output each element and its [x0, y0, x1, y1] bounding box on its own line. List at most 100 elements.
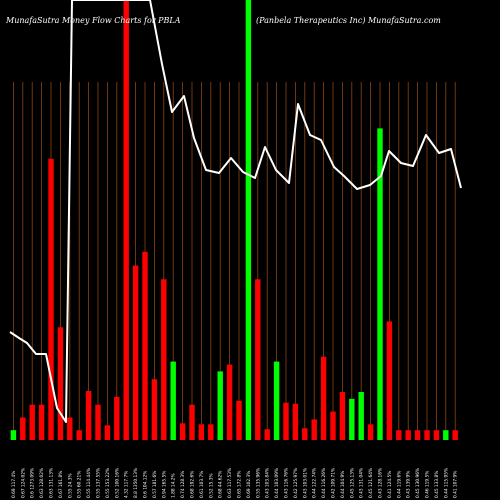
x-tick-label: 0.55 137.55%: [96, 468, 102, 498]
x-tick-label: 0.44 116.26%: [321, 468, 327, 498]
x-tick-label: 0.44 122.74%: [312, 468, 318, 498]
price-line-layer: [9, 0, 462, 423]
volume-bar: [386, 321, 393, 440]
volume-bar: [396, 430, 402, 440]
volume-bar: [358, 391, 364, 440]
volume-bar: [104, 425, 111, 440]
x-tick-label: 0.55 153.22%: [105, 468, 111, 498]
volume-bar: [217, 371, 223, 440]
x-tick-label: 0.43 131.04%: [359, 468, 365, 498]
volume-bar: [95, 404, 101, 440]
volume-bar: [57, 327, 64, 440]
x-tick-label: 0.42 109.71%: [331, 468, 337, 498]
x-tick-label: 0.44 115.95%: [443, 468, 449, 498]
x-tick-label: 0.74 128.3%: [180, 471, 186, 498]
volume-bar: [339, 391, 346, 440]
volume-bars: [10, 0, 458, 441]
x-tick-label: 0.63 117.53%: [227, 468, 233, 498]
volume-bar: [226, 364, 233, 440]
x-tick-labels: 0.69 117.4% 0.67 124.02% 0.6 1273.09% 0.63 …: [11, 468, 459, 498]
x-tick-label: 0.42 125.97%: [293, 468, 299, 498]
volume-bar: [405, 430, 411, 440]
x-tick-label: 0.69 102.3%: [246, 471, 252, 498]
price-line: [9, 0, 462, 423]
x-tick-label: 0.44 104.9%: [340, 471, 346, 498]
volume-bar: [123, 0, 129, 440]
volume-bar: [377, 128, 383, 441]
x-tick-label: 0.45 133.8%: [434, 471, 440, 498]
chart-subtitle: (Panbela Therapeutics Inc) MunafaSutra.c…: [256, 16, 441, 25]
x-tick-label: 0.6 1273.09%: [30, 468, 36, 498]
volume-bar: [311, 419, 317, 440]
volume-bar: [38, 404, 45, 440]
x-tick-label: 0.6 104.12%: [143, 471, 149, 498]
volume-bar: [161, 279, 167, 440]
x-tick-label: 0.63 131.13%: [49, 468, 55, 498]
volume-bar: [292, 403, 299, 440]
x-tick-label: 0.94 165.5%: [161, 471, 167, 498]
x-tick-label: 0.65 172.8%: [237, 471, 243, 498]
volume-bar: [245, 0, 252, 440]
x-tick-label: 0.55 24.3%: [67, 473, 73, 498]
volume-bar: [48, 158, 54, 441]
x-tick-label: 0.41 107.9%: [453, 471, 459, 498]
x-tick-label: 0.68 44.62%: [218, 471, 224, 498]
x-tick-label: 0.41 124.5%: [387, 471, 393, 498]
x-tick-label: 0.68 192.6%: [190, 471, 196, 498]
volume-bar: [29, 404, 35, 440]
volume-bar: [10, 430, 17, 440]
volume-bar: [330, 411, 336, 440]
x-tick-label: 0.45 121.64%: [368, 468, 374, 498]
volume-bar: [20, 417, 26, 440]
x-tick-label: 0.44 119.6%: [396, 471, 402, 498]
volume-bar: [264, 429, 270, 440]
x-tick-label: 0.69 117.4%: [11, 471, 17, 498]
volume-bar: [320, 356, 327, 440]
volume-bar: [114, 396, 120, 440]
x-tick-label: 0.52 15.3%: [208, 473, 214, 498]
volume-bar: [189, 404, 195, 440]
gridlines: [12, 82, 456, 440]
volume-bar: [443, 430, 449, 440]
x-tick-label: 0.52 100.16%: [114, 468, 120, 498]
x-tick-label: 0.43 128.16%: [378, 468, 384, 498]
x-tick-label: 0.61 103.7%: [199, 471, 205, 498]
x-tick-label: 4.32 117.7%: [124, 471, 130, 498]
x-tick-label: 0.46 119.5%: [425, 471, 431, 498]
volume-bar: [132, 265, 139, 440]
x-tick-label: 0.57 181.6%: [152, 471, 158, 498]
volume-bar: [198, 424, 205, 440]
volume-bar: [67, 417, 73, 440]
chart-title: MunafaSutra Money Flow Charts for PBLA: [5, 16, 181, 25]
volume-bar: [179, 423, 186, 440]
volume-bar: [283, 402, 289, 440]
volume-bar: [273, 361, 280, 440]
volume-bar: [302, 428, 308, 440]
volume-bar: [236, 400, 242, 440]
x-tick-label: 8.8 1350.13%: [133, 468, 139, 498]
x-tick-label: 0.43 103.01%: [302, 468, 308, 498]
x-tick-label: 0.55 114.44%: [86, 468, 92, 498]
volume-bar: [367, 424, 374, 440]
x-tick-label: 0.44 103.09%: [274, 468, 280, 498]
x-tick-label: 0.43 139.9%: [406, 471, 412, 498]
x-tick-label: 0.45 125.13%: [349, 468, 355, 498]
x-tick-label: 0.67 124.02%: [20, 468, 26, 498]
volume-bar: [349, 398, 355, 440]
x-tick-label: 0.63 128.02%: [39, 468, 45, 498]
volume-bar: [414, 430, 421, 440]
volume-bar: [170, 361, 176, 440]
x-tick-label: 0.43 103.84%: [265, 468, 271, 498]
volume-bar: [85, 391, 92, 440]
volume-bar: [255, 279, 261, 440]
volume-bar: [208, 424, 214, 440]
x-tick-label: 0.55 60.21%: [77, 471, 83, 498]
volume-bar: [142, 251, 148, 440]
x-tick-label: 0.55 135.96%: [255, 468, 261, 498]
x-tick-label: 0.67 161.8%: [58, 471, 64, 498]
volume-bar: [76, 430, 82, 440]
volume-bar: [452, 430, 458, 440]
x-tick-label: 0.43 116.76%: [284, 468, 290, 498]
